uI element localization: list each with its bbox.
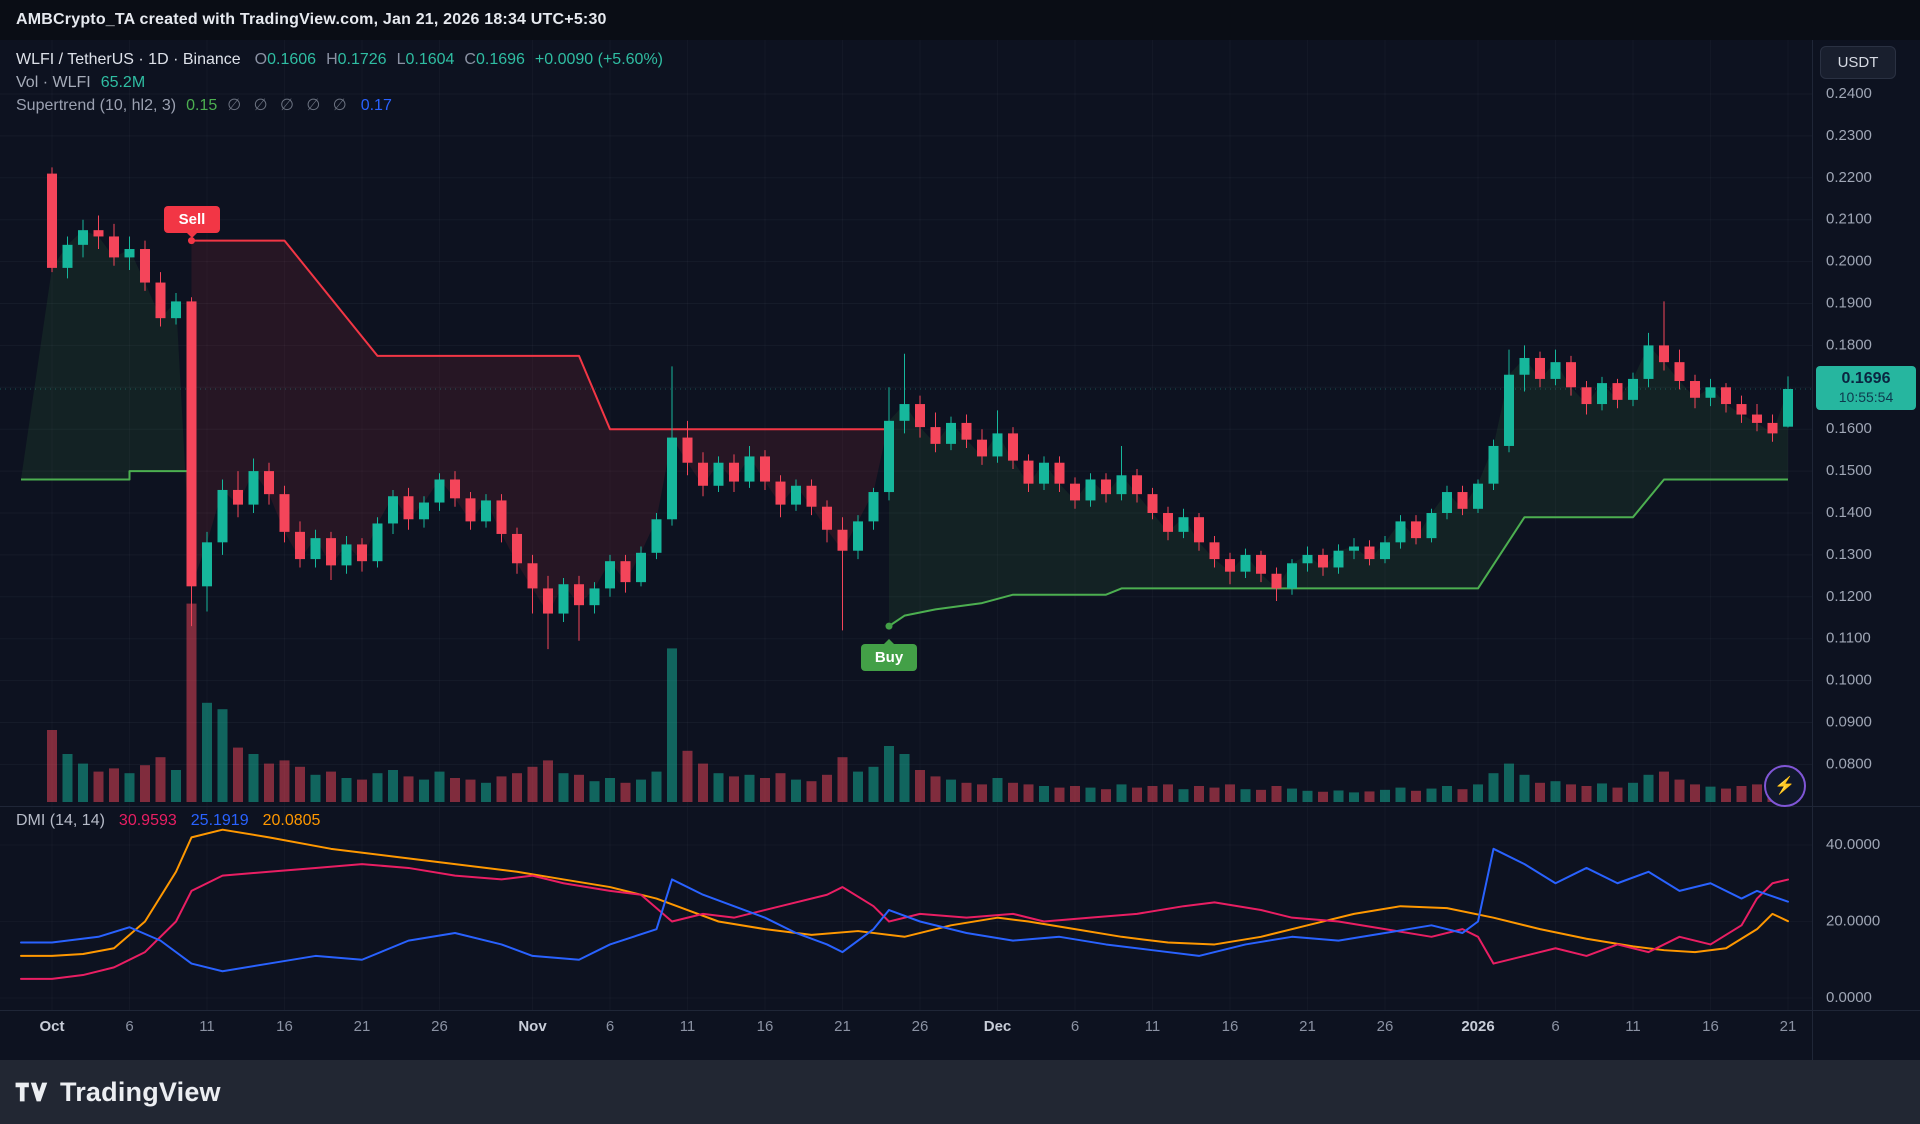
tradingview-logo[interactable]	[14, 1077, 50, 1107]
supertrend-buy-label: Buy	[861, 644, 917, 671]
volume-row[interactable]: Vol · WLFI 65.2M	[16, 71, 663, 94]
svg-text:16: 16	[757, 1018, 774, 1035]
footer-bar: TradingView	[0, 1060, 1920, 1124]
svg-text:0.1200: 0.1200	[1826, 588, 1872, 605]
svg-text:11: 11	[199, 1018, 215, 1035]
ohlc-close: C0.1696	[464, 51, 525, 68]
instant-trading-button[interactable]: ⚡	[1764, 765, 1806, 807]
supertrend-sell-label: Sell	[164, 206, 220, 233]
svg-text:0.1000: 0.1000	[1826, 672, 1872, 689]
svg-text:2026: 2026	[1461, 1018, 1494, 1035]
svg-text:0.1900: 0.1900	[1826, 294, 1872, 311]
svg-text:11: 11	[1145, 1018, 1161, 1035]
svg-text:Dec: Dec	[984, 1018, 1012, 1035]
symbol-title: WLFI / TetherUS · 1D · Binance	[16, 51, 241, 68]
dmi-title: DMI (14, 14)	[16, 812, 105, 829]
svg-text:0.0000: 0.0000	[1826, 989, 1872, 1006]
svg-text:0.2000: 0.2000	[1826, 253, 1872, 270]
supertrend-value: 0.15	[186, 97, 218, 114]
svg-text:16: 16	[276, 1018, 293, 1035]
chart-area[interactable]: 0.2400 0.2300 0.2200 0.2100 0.2000 0.1900 0.18…	[0, 40, 1920, 1060]
svg-text:40.0000: 40.0000	[1826, 836, 1880, 853]
chart-legend: WLFI / TetherUS · 1D · Binance O0.1606 H…	[16, 48, 663, 117]
last-price-value: 0.1696	[1841, 370, 1891, 387]
svg-text:0.2100: 0.2100	[1826, 211, 1872, 228]
ohlc-open: O0.1606	[254, 51, 317, 68]
attribution-bar: AMBCrypto_TA created with TradingView.co…	[0, 0, 1920, 40]
price-chart-svg[interactable]: 0.2400 0.2300 0.2200 0.2100 0.2000 0.1900 0.18…	[0, 40, 1920, 1060]
svg-text:0.0900: 0.0900	[1826, 713, 1872, 730]
svg-text:11: 11	[1625, 1018, 1641, 1035]
bar-countdown: 10:55:54	[1838, 389, 1894, 405]
dmi-minus-di-value: 30.9593	[118, 812, 177, 829]
brand-wordmark[interactable]: TradingView	[60, 1076, 221, 1107]
svg-text:21: 21	[834, 1018, 851, 1035]
svg-text:6: 6	[1551, 1018, 1559, 1035]
lightning-icon: ⚡	[1774, 776, 1796, 795]
supertrend-empty-values: ∅ ∅ ∅ ∅ ∅	[227, 97, 351, 114]
svg-text:0.1600: 0.1600	[1826, 420, 1872, 437]
last-price-tag: 0.1696 10:55:54	[1816, 366, 1916, 410]
currency-toggle-button[interactable]: USDT	[1820, 46, 1896, 79]
svg-text:0.2300: 0.2300	[1826, 127, 1872, 144]
dmi-adx-value: 20.0805	[262, 812, 321, 829]
svg-text:21: 21	[1299, 1018, 1316, 1035]
svg-text:0.0800: 0.0800	[1826, 755, 1872, 772]
symbol-row[interactable]: WLFI / TetherUS · 1D · Binance O0.1606 H…	[16, 48, 663, 71]
svg-text:0.1100: 0.1100	[1826, 630, 1871, 647]
dmi-legend[interactable]: DMI (14, 14) 30.9593 25.1919 20.0805	[16, 812, 320, 830]
svg-text:11: 11	[680, 1018, 696, 1035]
supertrend-value-2: 0.17	[360, 97, 392, 114]
volume-label: Vol · WLFI	[16, 74, 91, 91]
supertrend-row[interactable]: Supertrend (10, hl2, 3) 0.15 ∅ ∅ ∅ ∅ ∅ 0…	[16, 94, 663, 117]
attribution-text: AMBCrypto_TA created with TradingView.co…	[16, 11, 607, 28]
svg-text:26: 26	[912, 1018, 929, 1035]
ohlc-high: H0.1726	[326, 51, 387, 68]
svg-text:Nov: Nov	[518, 1018, 547, 1035]
svg-text:6: 6	[1071, 1018, 1079, 1035]
svg-text:16: 16	[1222, 1018, 1239, 1035]
svg-text:21: 21	[354, 1018, 371, 1035]
svg-text:6: 6	[606, 1018, 614, 1035]
svg-text:0.1800: 0.1800	[1826, 336, 1872, 353]
svg-text:0.1500: 0.1500	[1826, 462, 1872, 479]
svg-text:0.2400: 0.2400	[1826, 85, 1872, 102]
change-value: +0.0090 (+5.60%)	[534, 51, 663, 68]
volume-value: 65.2M	[100, 74, 146, 91]
supertrend-label: Supertrend (10, hl2, 3)	[16, 97, 177, 114]
svg-text:0.2200: 0.2200	[1826, 169, 1872, 186]
svg-text:0.1400: 0.1400	[1826, 504, 1872, 521]
svg-text:Oct: Oct	[39, 1018, 64, 1035]
ohlc-low: L0.1604	[396, 51, 455, 68]
dmi-plus-di-value: 25.1919	[190, 812, 249, 829]
svg-text:21: 21	[1780, 1018, 1797, 1035]
svg-text:26: 26	[1377, 1018, 1394, 1035]
svg-text:0.1300: 0.1300	[1826, 546, 1872, 563]
svg-text:20.0000: 20.0000	[1826, 912, 1880, 929]
svg-text:26: 26	[431, 1018, 448, 1035]
svg-text:6: 6	[125, 1018, 133, 1035]
svg-text:16: 16	[1702, 1018, 1719, 1035]
